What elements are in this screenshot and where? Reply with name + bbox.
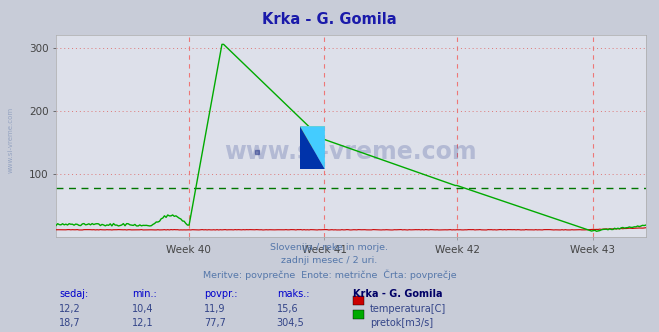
Polygon shape <box>300 126 325 169</box>
Text: zadnji mesec / 2 uri.: zadnji mesec / 2 uri. <box>281 256 378 265</box>
Polygon shape <box>300 126 325 169</box>
Text: 15,6: 15,6 <box>277 304 299 314</box>
Text: 12,1: 12,1 <box>132 318 154 328</box>
Text: Krka - G. Gomila: Krka - G. Gomila <box>353 289 442 299</box>
Text: min.:: min.: <box>132 289 157 299</box>
Text: 12,2: 12,2 <box>59 304 81 314</box>
Text: 18,7: 18,7 <box>59 318 81 328</box>
Text: www.si-vreme.com: www.si-vreme.com <box>8 106 14 173</box>
Text: temperatura[C]: temperatura[C] <box>370 304 446 314</box>
Text: pretok[m3/s]: pretok[m3/s] <box>370 318 433 328</box>
Text: 77,7: 77,7 <box>204 318 226 328</box>
Text: Meritve: povprečne  Enote: metrične  Črta: povprečje: Meritve: povprečne Enote: metrične Črta:… <box>203 270 456 280</box>
Text: www.si-vreme.com: www.si-vreme.com <box>225 140 477 164</box>
Text: povpr.:: povpr.: <box>204 289 238 299</box>
Text: 304,5: 304,5 <box>277 318 304 328</box>
Text: Slovenija / reke in morje.: Slovenija / reke in morje. <box>270 243 389 252</box>
Text: sedaj:: sedaj: <box>59 289 88 299</box>
Polygon shape <box>300 126 325 169</box>
Text: 10,4: 10,4 <box>132 304 154 314</box>
Text: 11,9: 11,9 <box>204 304 226 314</box>
Text: Krka - G. Gomila: Krka - G. Gomila <box>262 12 397 27</box>
Text: maks.:: maks.: <box>277 289 309 299</box>
